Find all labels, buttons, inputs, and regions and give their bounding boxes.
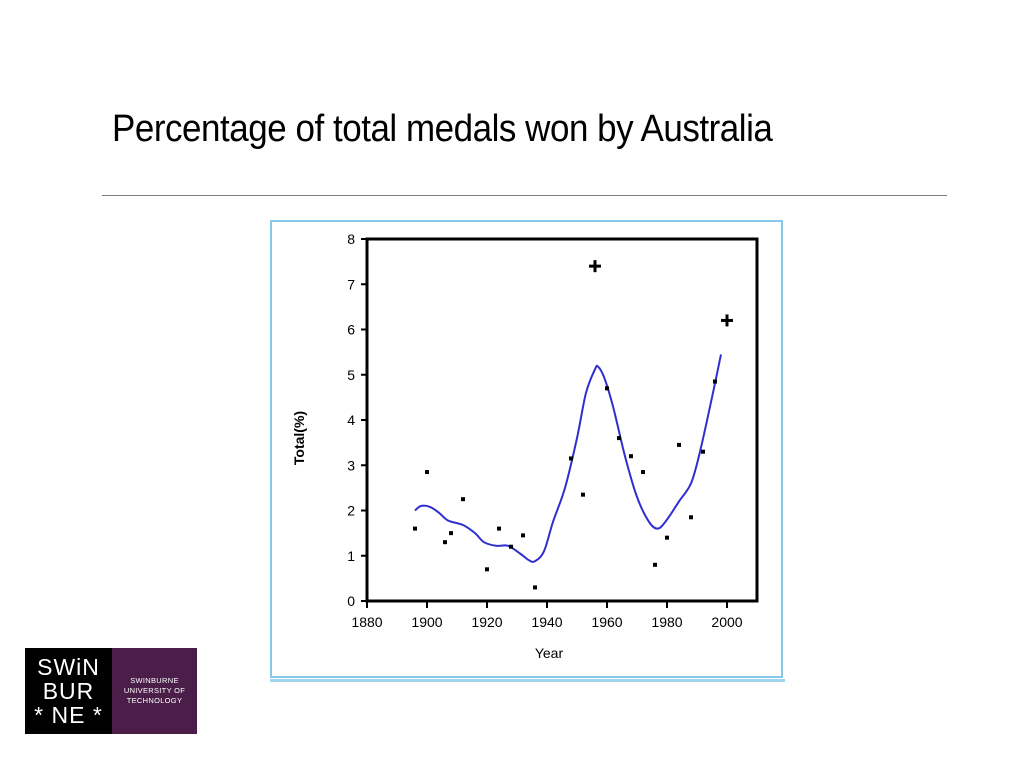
logo-mark-line: SWiN bbox=[37, 654, 100, 680]
axes: 0 1 2 3 4 5 6 7 8 1880 1900 1920 1940 1960 1980 2000 bbox=[347, 231, 743, 630]
logo-text: SWINBURNE UNIVERSITY OF TECHNOLOGY bbox=[112, 648, 197, 734]
data-point bbox=[449, 531, 453, 536]
smooth-curve bbox=[414, 354, 722, 563]
data-point bbox=[443, 540, 447, 545]
y-tick-label: 4 bbox=[347, 412, 355, 428]
swinburne-logo: SWiN BUR * NE * SWINBURNE UNIVERSITY OF … bbox=[25, 648, 197, 734]
trend-line bbox=[414, 354, 722, 563]
data-point bbox=[629, 454, 633, 459]
data-point bbox=[581, 492, 585, 497]
logo-mark-line: * NE * bbox=[34, 702, 103, 728]
y-tick-label: 1 bbox=[347, 548, 355, 564]
data-points bbox=[413, 260, 733, 590]
x-tick-label: 1960 bbox=[591, 614, 622, 630]
title-divider bbox=[102, 195, 947, 196]
data-point bbox=[521, 533, 525, 538]
x-tick-label: 1880 bbox=[351, 614, 382, 630]
y-tick-label: 7 bbox=[347, 276, 355, 292]
medals-chart: 0 1 2 3 4 5 6 7 8 1880 1900 1920 1940 1960 1980 2000 Ye… bbox=[291, 231, 759, 661]
y-axis-label: Total(%) bbox=[291, 411, 307, 465]
x-tick-label: 2000 bbox=[711, 614, 742, 630]
x-tick-label: 1980 bbox=[651, 614, 682, 630]
data-point bbox=[413, 526, 417, 531]
chart-frame: 0 1 2 3 4 5 6 7 8 1880 1900 1920 1940 1960 1980 2000 Ye… bbox=[270, 220, 785, 682]
data-point bbox=[497, 526, 501, 531]
highlight-point bbox=[589, 260, 601, 273]
plus-mark-v bbox=[725, 314, 729, 327]
x-tick-label: 1900 bbox=[411, 614, 442, 630]
y-tick-label: 6 bbox=[347, 322, 355, 338]
data-point bbox=[701, 449, 705, 454]
y-tick-label: 0 bbox=[347, 593, 355, 609]
slide-title: Percentage of total medals won by Austra… bbox=[112, 108, 773, 150]
data-point bbox=[653, 562, 657, 567]
logo-mark: SWiN BUR * NE * bbox=[25, 648, 112, 734]
logo-text-line: UNIVERSITY OF bbox=[123, 686, 186, 695]
y-tick-label: 5 bbox=[347, 367, 355, 383]
data-point bbox=[485, 567, 489, 572]
plot-area-border bbox=[365, 237, 759, 603]
data-point bbox=[509, 544, 513, 549]
logo-text-line: SWINBURNE bbox=[130, 676, 179, 685]
data-point bbox=[461, 497, 465, 502]
data-point bbox=[617, 436, 621, 441]
y-tick-label: 2 bbox=[347, 503, 355, 519]
logo-mark-line: BUR bbox=[42, 678, 95, 704]
data-point bbox=[425, 470, 429, 475]
data-point bbox=[665, 535, 669, 540]
y-tick-label: 8 bbox=[347, 231, 355, 247]
logo-text-line: TECHNOLOGY bbox=[126, 696, 183, 705]
frame-shadow bbox=[270, 679, 785, 682]
data-point bbox=[713, 379, 717, 384]
data-point bbox=[689, 515, 693, 520]
highlight-point bbox=[721, 314, 733, 327]
data-point bbox=[533, 585, 537, 590]
x-axis-label: Year bbox=[535, 645, 564, 661]
data-point bbox=[569, 456, 573, 461]
x-tick-label: 1920 bbox=[471, 614, 502, 630]
data-point bbox=[677, 442, 681, 447]
data-point bbox=[605, 386, 609, 391]
y-tick-label: 3 bbox=[347, 457, 355, 473]
x-tick-label: 1940 bbox=[531, 614, 562, 630]
data-point bbox=[641, 470, 645, 475]
plus-mark-v bbox=[593, 260, 597, 273]
